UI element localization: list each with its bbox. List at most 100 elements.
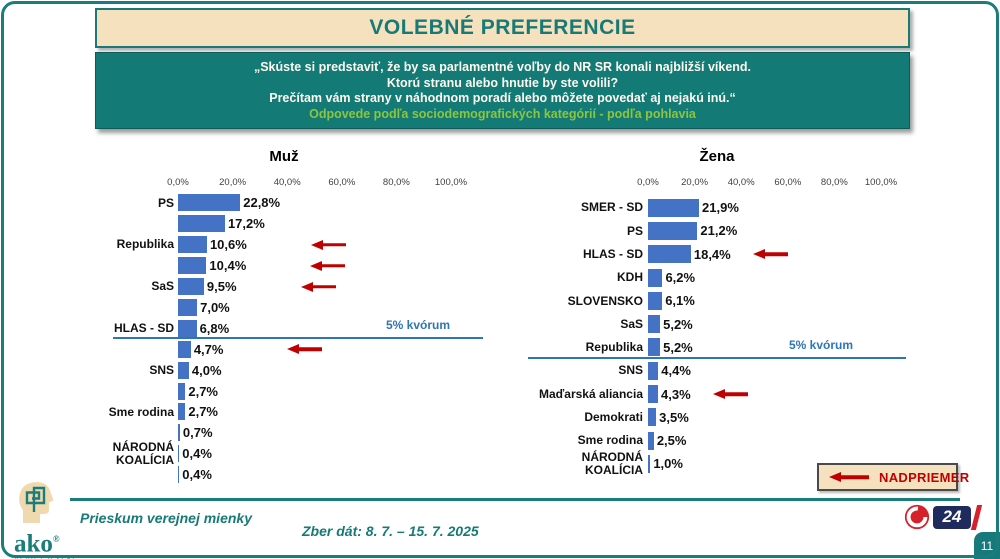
bar-row: SLOVENSKO 6,1%: [528, 289, 920, 312]
bar: [648, 315, 661, 334]
question-box: „Skúste si predstaviť, že by sa parlamen…: [95, 52, 910, 129]
bar: [178, 340, 191, 358]
chart-muz: Muž 0,0% 20,0% 40,0% 60,0% 80,0% 100,0% PS 22,8%…: [108, 145, 490, 493]
chart-title: Žena: [699, 148, 735, 165]
bar: [178, 361, 189, 379]
bar-value-label: 2,7%: [188, 404, 218, 420]
category-label: PS: [157, 195, 174, 210]
question-line-1: „Skúste si predstaviť, že by sa parlamen…: [253, 60, 752, 74]
bar: [178, 319, 197, 337]
bar-row: 7,0%: [108, 297, 490, 318]
bar-value-label: 5,2%: [663, 339, 693, 355]
bar-value-label: 18,4%: [693, 246, 731, 262]
chart-title: Muž: [269, 148, 299, 165]
category-label: Republika: [116, 237, 174, 252]
bar-row: SNS 4,4%: [528, 359, 920, 382]
bar-row: PS 21,2%: [528, 219, 920, 242]
bar: [178, 194, 241, 212]
x-axis-tick: 100,0%: [434, 177, 468, 188]
bar: [648, 431, 654, 450]
survey-type-text: Prieskum verejnej mienky: [80, 510, 252, 526]
footer-divider: [70, 498, 960, 501]
bar: [648, 291, 663, 310]
bar-value-label: 21,2%: [700, 223, 738, 239]
bar: [648, 454, 651, 473]
page-title: VOLEBNÉ PREFERENCIE: [369, 16, 636, 39]
x-axis-tick: 40,0%: [727, 177, 755, 188]
bar-row: HLAS - SD 6,8%: [108, 318, 490, 339]
bar: [648, 268, 663, 287]
bar: [178, 466, 180, 484]
bar-row: SaS 5,2%: [528, 313, 920, 336]
bar: [648, 198, 700, 217]
bar-value-label: 1,0%: [653, 456, 683, 472]
bar-value-label: 9,5%: [206, 279, 237, 295]
bar-row: SMER - SD 21,9%: [528, 196, 920, 219]
category-label: PS: [626, 223, 643, 238]
category-label: Demokrati: [584, 410, 643, 425]
category-label: SaS: [620, 316, 643, 331]
x-axis-tick: 80,0%: [820, 177, 848, 188]
bar-row: 2,7%: [108, 381, 490, 402]
tv24-swirl-icon: [904, 504, 930, 530]
bar-value-label: 6,2%: [665, 270, 696, 286]
bar-value-label: 0,7%: [182, 425, 213, 441]
bar-value-label: 10,4%: [209, 258, 247, 274]
bar: [648, 245, 691, 264]
bar-row: PS 22,8%: [108, 193, 490, 214]
category-label: HLAS - SD: [583, 246, 643, 261]
bar-value-label: 0,4%: [182, 446, 212, 462]
above-average-arrow-icon: [311, 240, 346, 250]
x-axis-tick: 0,0%: [637, 177, 659, 188]
bar-row: NÁRODNÁ KOALÍCIA 1,0%: [528, 450, 920, 477]
x-axis-tick: 80,0%: [382, 177, 410, 188]
ako-logo-word: ako®: [14, 530, 60, 558]
quorum-label: 5% kvórum: [788, 338, 853, 352]
category-label: NÁRODNÁ KOALÍCIA: [581, 450, 643, 477]
bar-value-label: 6,1%: [665, 293, 695, 309]
bar-row: Republika 10,6%: [108, 234, 490, 255]
question-line-3: Prečítam vám strany v náhodnom poradí al…: [269, 91, 736, 105]
bar-value-label: 0,4%: [182, 467, 212, 483]
bar-value-label: 7,0%: [200, 299, 230, 315]
bar-value-label: 3,5%: [659, 409, 689, 425]
ako-logo: ako® VEDIEŤ O SEBE: [12, 479, 78, 559]
above-average-arrow-icon: [713, 389, 748, 399]
question-line-2: Ktorú stranu alebo hnutie by ste volili?: [386, 75, 619, 90]
ako-logo-caption: VEDIEŤ O SEBE: [15, 557, 78, 559]
bar: [178, 298, 198, 316]
bar-row: 0,7%: [108, 422, 490, 443]
category-label: SLOVENSKO: [567, 293, 643, 308]
bar: [178, 257, 207, 275]
chart-subtitle: Odpovede podľa sociodemografických kateg…: [309, 106, 696, 121]
x-axis-tick: 100,0%: [864, 177, 898, 188]
bar-value-label: 5,2%: [663, 316, 693, 332]
bar: [648, 385, 659, 404]
bar-value-label: 21,9%: [702, 200, 739, 216]
bar: [648, 338, 661, 357]
above-average-arrow-icon: [310, 261, 345, 271]
above-average-arrow-icon: [287, 344, 322, 354]
tv24-logo: 24: [903, 503, 983, 531]
bar-row: Republika 5,2%: [528, 336, 920, 359]
bar-value-label: 2,5%: [656, 433, 687, 449]
bar: [178, 424, 180, 442]
category-label: SNS: [618, 363, 643, 378]
bar: [178, 445, 180, 463]
bar-value-label: 10,6%: [209, 237, 247, 253]
bar-row: 17,2%: [108, 213, 490, 234]
bar: [648, 361, 659, 380]
bar-row: HLAS - SD 18,4%: [528, 243, 920, 266]
bar-value-label: 4,7%: [193, 341, 224, 357]
page-number-badge: 11: [974, 532, 1000, 559]
x-axis-tick: 60,0%: [328, 177, 356, 188]
x-axis-tick: 40,0%: [273, 177, 301, 188]
bar-row: SNS 4,0%: [108, 360, 490, 381]
category-label: SaS: [151, 279, 174, 294]
above-average-arrow-icon: [753, 249, 788, 259]
collection-dates-text: Zber dát: 8. 7. – 15. 7. 2025: [302, 523, 479, 539]
x-axis-tick: 0,0%: [167, 177, 189, 188]
category-label: Maďarská aliancia: [538, 386, 643, 401]
chart-zena: Žena 0,0% 20,0% 40,0% 60,0% 80,0% 100,0% SMER -…: [528, 145, 920, 485]
